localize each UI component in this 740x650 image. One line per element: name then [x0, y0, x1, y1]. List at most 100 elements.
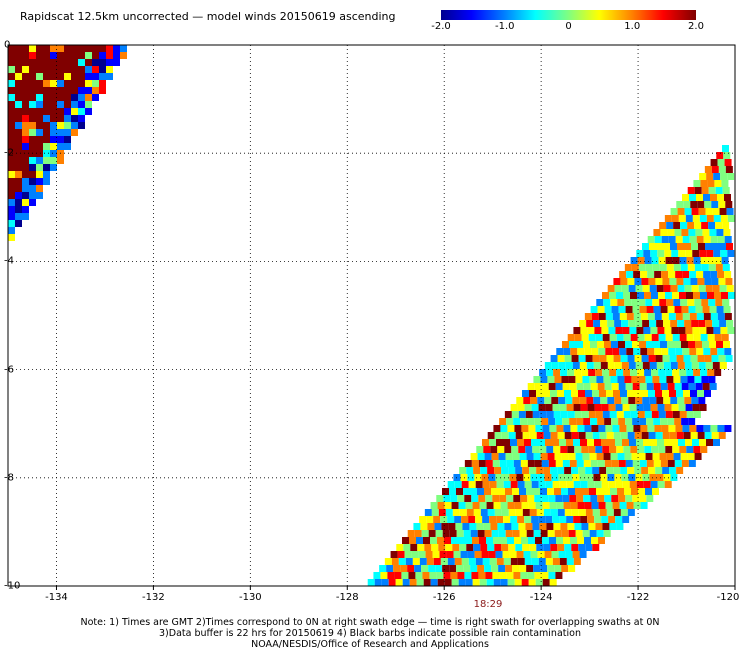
swath-cell — [419, 516, 427, 523]
swath-cell — [520, 572, 528, 579]
swath-cell — [85, 66, 92, 73]
swath-cell — [583, 495, 591, 502]
swath-cell — [708, 376, 716, 383]
swath-cell — [587, 327, 595, 334]
swath-cell — [680, 222, 688, 229]
swath-cell — [578, 509, 586, 516]
swath-cell — [721, 257, 729, 264]
swath-cell — [602, 334, 610, 341]
swath-cell — [85, 94, 92, 101]
swath-cell — [625, 341, 632, 348]
swath-cell — [687, 222, 695, 229]
swath-cell — [606, 355, 614, 362]
swath-cell — [527, 495, 535, 502]
swath-cell — [614, 474, 622, 481]
swath-cell — [22, 66, 29, 73]
swath-cell — [436, 495, 444, 502]
swath-cell — [687, 453, 695, 460]
swath-cell — [521, 425, 529, 432]
swath-cell — [8, 115, 15, 122]
swath-cell — [50, 94, 57, 101]
swath-cell — [503, 439, 510, 446]
swath-cell — [634, 432, 642, 439]
swath-cell — [619, 313, 627, 320]
swath-cell — [712, 243, 719, 250]
swath-cell — [660, 229, 668, 236]
swath-cell — [721, 334, 729, 341]
swath-cell — [674, 341, 681, 348]
swath-cell — [516, 474, 524, 481]
swath-cell — [679, 257, 687, 264]
swath-cell — [698, 362, 706, 369]
swath-cell — [396, 544, 404, 551]
swath-cell — [651, 257, 659, 264]
swath-cell — [679, 446, 687, 453]
swath-cell — [689, 194, 696, 201]
swath-cell — [597, 306, 605, 313]
swath-cell — [430, 502, 438, 509]
swath-cell — [645, 299, 653, 306]
swath-cell — [626, 425, 634, 432]
swath-cell — [635, 320, 643, 327]
swath-cell — [657, 250, 665, 257]
swath-cell — [625, 306, 633, 313]
swath-cell — [367, 579, 375, 586]
swath-cell — [653, 418, 661, 425]
swath-cell — [612, 348, 620, 355]
swath-cell — [649, 243, 656, 250]
swath-cell — [725, 355, 733, 362]
swath-cell — [560, 523, 568, 530]
swath-cell — [676, 201, 684, 208]
swath-cell — [628, 320, 636, 327]
swath-cell — [691, 208, 699, 215]
swath-cell — [617, 299, 625, 306]
swath-cell — [555, 572, 563, 579]
swath-cell — [676, 432, 684, 439]
swath-cell — [616, 369, 624, 376]
swath-cell — [584, 425, 592, 432]
swath-cell — [658, 446, 666, 453]
swath-cell — [644, 446, 652, 453]
swath-cell — [470, 565, 478, 572]
swath-cell — [614, 362, 622, 369]
swath-cell — [57, 80, 64, 87]
swath-cell — [536, 432, 544, 439]
swath-cell — [603, 530, 611, 537]
swath-cell — [15, 143, 22, 150]
swath-cell — [557, 390, 564, 397]
swath-cell — [679, 292, 686, 299]
swath-cell — [659, 222, 667, 229]
swath-cell — [693, 411, 701, 418]
swath-cell — [718, 432, 726, 439]
swath-cell — [508, 544, 516, 551]
swath-cell — [477, 453, 485, 460]
swath-cell — [43, 150, 50, 157]
swath-cell — [544, 362, 552, 369]
swath-cell — [606, 390, 613, 397]
swath-cell — [471, 460, 479, 467]
swath-cell — [658, 369, 666, 376]
swath-cell — [542, 502, 550, 509]
swath-cell — [719, 320, 727, 327]
swath-cell — [495, 551, 503, 558]
swath-cell — [562, 460, 570, 467]
swath-cell — [562, 383, 570, 390]
swath-cell — [614, 397, 622, 404]
swath-cell — [693, 180, 701, 187]
swath-cell — [598, 502, 606, 509]
swath-cell — [612, 313, 620, 320]
swath-cell — [573, 516, 581, 523]
swath-cell — [616, 446, 624, 453]
swath-cell — [567, 369, 575, 376]
swath-cell — [71, 115, 78, 122]
swath-cell — [501, 432, 509, 439]
swath-cell — [723, 306, 731, 313]
swath-cell — [621, 362, 629, 369]
swath-cell — [661, 271, 669, 278]
swath-cell — [621, 285, 629, 292]
swath-cell — [689, 271, 697, 278]
swath-cell — [22, 192, 29, 199]
swath-cell — [550, 467, 558, 474]
swath-cell — [71, 73, 78, 80]
swath-cell — [510, 439, 517, 446]
